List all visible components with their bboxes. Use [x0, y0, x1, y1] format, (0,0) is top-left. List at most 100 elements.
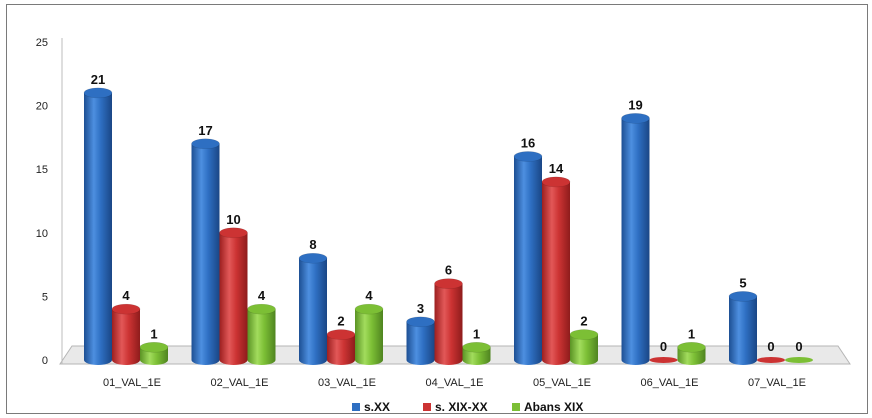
y-tick-label: 10	[36, 228, 48, 240]
bar	[354, 303, 384, 365]
bar	[569, 329, 599, 365]
bar	[677, 341, 706, 365]
bar	[83, 87, 113, 365]
data-label: 0	[767, 339, 774, 354]
data-label: 5	[739, 275, 746, 290]
bar-top	[513, 151, 543, 162]
bar	[785, 357, 813, 363]
bar-zero-disc	[785, 357, 813, 363]
bar	[728, 291, 758, 365]
legend-item: Abans XIX	[512, 400, 583, 414]
bar-body	[327, 334, 355, 365]
bar-top	[354, 303, 384, 315]
bar-body	[247, 309, 276, 365]
bar	[139, 341, 169, 365]
bar-top	[462, 341, 491, 353]
x-tick-label: 01_VAL_1E	[103, 377, 161, 389]
legend: s.XX s. XIX-XX Abans XIX	[352, 400, 583, 414]
y-tick-label: 20	[36, 101, 48, 113]
data-label: 8	[309, 237, 316, 252]
x-tick-label: 02_VAL_1E	[211, 377, 269, 389]
y-tick-label: 15	[36, 164, 48, 176]
data-label: 0	[660, 339, 667, 354]
bar	[326, 329, 356, 365]
y-tick-label: 25	[36, 37, 48, 49]
data-label: 2	[580, 314, 587, 329]
bar-top	[621, 113, 650, 124]
bar	[219, 227, 248, 365]
bar	[513, 151, 543, 365]
bar-top	[728, 291, 758, 302]
bar-body	[112, 309, 140, 365]
bar-body	[406, 321, 435, 365]
data-label: 3	[417, 301, 424, 316]
legend-item: s.XX	[352, 400, 390, 414]
bar-top	[406, 316, 435, 328]
data-label: 17	[198, 123, 212, 138]
legend-label: Abans XIX	[524, 400, 583, 414]
bar-top	[83, 87, 113, 99]
bar	[541, 176, 571, 365]
y-tick-label: 0	[42, 355, 48, 367]
x-tick-label: 05_VAL_1E	[533, 377, 591, 389]
x-tick-label: 06_VAL_1E	[641, 377, 699, 389]
data-label: 6	[445, 263, 452, 278]
y-tick-label: 5	[42, 291, 48, 303]
bar-body	[570, 334, 598, 365]
bar-body	[677, 347, 706, 365]
bar-body	[621, 118, 650, 365]
bar	[462, 341, 491, 365]
y-axis: 0 5 10 15 20 25	[36, 37, 63, 367]
x-tick-label: 03_VAL_1E	[318, 377, 376, 389]
data-label: 4	[365, 288, 373, 303]
bar-top	[298, 252, 328, 264]
data-label: 1	[688, 326, 695, 341]
data-label: 0	[795, 339, 802, 354]
bar-body	[299, 258, 327, 365]
bar-body	[355, 309, 383, 365]
legend-swatch	[512, 403, 520, 411]
bar-body	[140, 347, 168, 365]
bar	[247, 303, 276, 365]
data-label: 1	[473, 326, 480, 341]
data-label: 19	[628, 97, 642, 112]
bar	[191, 138, 220, 365]
bar-top	[541, 176, 571, 188]
bar-body	[191, 143, 220, 365]
bar-top	[139, 341, 169, 353]
bar-body	[434, 283, 463, 365]
bar-body	[729, 296, 757, 365]
bar-zero-disc	[757, 357, 785, 363]
bar	[757, 357, 785, 363]
data-label: 1	[150, 326, 157, 341]
data-label: 16	[521, 135, 535, 150]
bar	[649, 357, 678, 363]
x-tick-label: 04_VAL_1E	[426, 377, 484, 389]
bar-zero-disc	[649, 357, 678, 363]
bar-top	[247, 303, 276, 315]
bar	[111, 303, 141, 365]
data-label: 14	[549, 161, 564, 176]
x-axis: 01_VAL_1E 02_VAL_1E 03_VAL_1E 04_VAL_1E 05_V…	[103, 377, 806, 389]
bar	[621, 113, 650, 365]
bar	[298, 252, 328, 365]
legend-swatch	[352, 403, 360, 411]
bar-body	[542, 181, 570, 365]
bar-top	[434, 278, 463, 289]
bar-top	[111, 303, 141, 315]
bar-body	[514, 156, 542, 365]
bar-body	[219, 232, 248, 365]
data-label: 4	[258, 288, 266, 303]
bar-top	[219, 227, 248, 239]
data-label: 21	[91, 72, 105, 87]
bar	[434, 278, 463, 365]
bar-body	[462, 347, 491, 365]
bar-top	[569, 329, 599, 340]
bar-body	[84, 92, 112, 365]
legend-label: s.XX	[364, 400, 390, 414]
bar-top	[326, 329, 356, 340]
bars-group	[83, 87, 813, 365]
x-tick-label: 07_VAL_1E	[748, 377, 806, 389]
data-labels-group: 21 4 1 17 10 4 8 2 4 3 6 1 16 14 2 19 0 1 5 0 0	[91, 72, 803, 354]
